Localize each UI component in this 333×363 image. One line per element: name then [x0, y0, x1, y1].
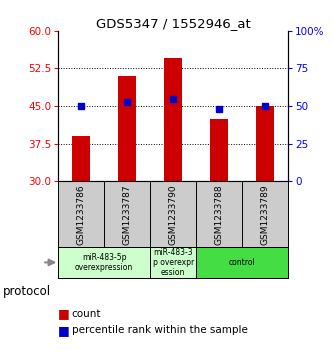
Text: control: control: [229, 258, 255, 267]
Text: GSM1233789: GSM1233789: [260, 184, 270, 245]
Bar: [196, 247, 288, 278]
Text: GSM1233788: GSM1233788: [214, 184, 224, 245]
Bar: [256, 106, 274, 181]
Text: miR-483-3
p overexpr
ession: miR-483-3 p overexpr ession: [153, 248, 194, 277]
Text: miR-483-5p
overexpression: miR-483-5p overexpression: [75, 253, 133, 272]
Bar: [58, 247, 150, 278]
Bar: [72, 136, 91, 181]
Text: protocol: protocol: [3, 285, 52, 298]
Text: GSM1233790: GSM1233790: [168, 184, 178, 245]
Text: count: count: [72, 309, 101, 319]
Bar: [118, 76, 137, 181]
Bar: [164, 58, 182, 181]
Text: GSM1233787: GSM1233787: [123, 184, 132, 245]
Text: GSM1233786: GSM1233786: [77, 184, 86, 245]
Text: percentile rank within the sample: percentile rank within the sample: [72, 325, 247, 335]
Text: ■: ■: [58, 324, 70, 337]
Bar: [210, 119, 228, 181]
Title: GDS5347 / 1552946_at: GDS5347 / 1552946_at: [96, 17, 250, 30]
Bar: [150, 247, 196, 278]
Text: ■: ■: [58, 307, 70, 321]
